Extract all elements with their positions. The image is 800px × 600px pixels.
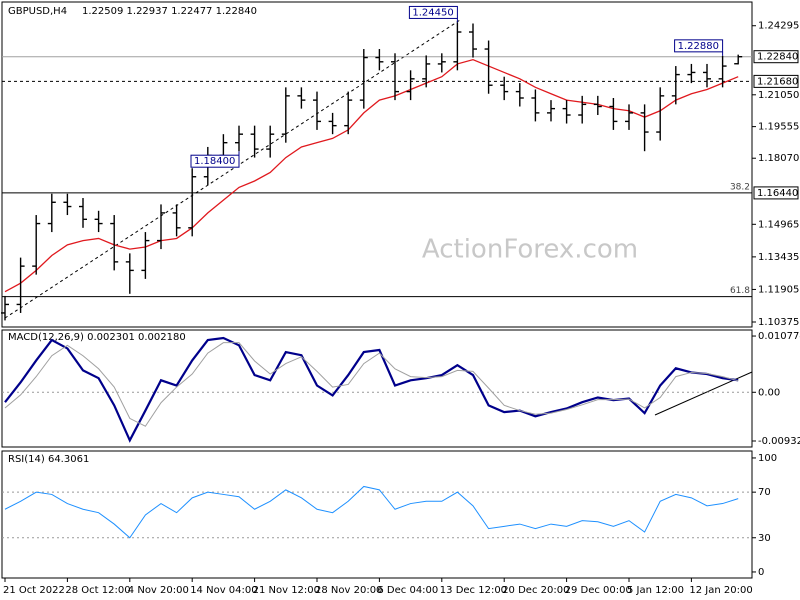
x-tick-label: 21 Oct 2022: [3, 585, 65, 596]
rsi-pane: [1, 450, 753, 579]
annotation-label: 1.24450: [412, 7, 453, 18]
fib-label: 38.2: [730, 182, 750, 192]
fib-label: 61.8: [730, 286, 750, 296]
annotation-box: [190, 154, 240, 168]
x-tick-label: 4 Nov 20:00: [128, 585, 189, 596]
y-tick-label: 1.19555: [758, 122, 799, 133]
moving-average: [4, 58, 739, 293]
quote: 1.22509 1.22937 1.22477 1.22840: [82, 6, 257, 17]
y-tick-label: 0.010774: [758, 331, 800, 342]
price-label: 1.16440: [757, 188, 798, 199]
annotation-box: [408, 5, 458, 19]
x-tick-label: 28 Oct 12:00: [65, 585, 130, 596]
annotation-box: [674, 39, 724, 53]
rsi-title: RSI(14) 64.3061: [8, 454, 89, 465]
y-tick-label: 0: [758, 567, 764, 578]
y-tick-label: 1.13435: [758, 252, 799, 263]
macd-title: MACD(12,26,9) 0.002301 0.002180: [8, 332, 186, 343]
macd-pane: [1, 329, 753, 448]
annotation-label: 1.18400: [194, 156, 235, 167]
x-tick-label: 6 Dec 04:00: [377, 585, 438, 596]
y-tick-label: 0.00: [758, 387, 780, 398]
x-tick-label: 28 Nov 20:00: [315, 585, 382, 596]
x-tick-label: 12 Jan 20:00: [689, 585, 752, 596]
y-tick-label: 30: [758, 533, 771, 544]
price-label-box: [753, 186, 799, 200]
x-tick-label: 5 Jan 12:00: [627, 585, 684, 596]
annotation-label: 1.22880: [678, 41, 719, 52]
x-tick-label: 21 Nov 12:00: [253, 585, 320, 596]
main-pane: [1, 1, 753, 328]
trend-line: [4, 19, 461, 319]
x-tick-label: 29 Dec 00:00: [565, 585, 632, 596]
price-label: 1.22840: [757, 52, 798, 63]
price-label-box: [753, 74, 799, 88]
y-tick-label: 100: [758, 453, 777, 464]
y-tick-label: 1.10375: [758, 317, 799, 328]
x-tick-label: 14 Nov 04:00: [190, 585, 257, 596]
y-tick-label: 1.11905: [758, 284, 799, 295]
indicator-line: [4, 342, 739, 427]
y-tick-label: -0.009328: [758, 436, 800, 447]
x-tick-label: 20 Dec 20:00: [502, 585, 569, 596]
price-label-box: [753, 50, 799, 64]
price-label: 1.21680: [757, 76, 798, 87]
y-tick-label: 70: [758, 487, 771, 498]
indicator-line: [4, 485, 739, 539]
symbol: GBPUSD,H4: [8, 6, 67, 17]
watermark: ActionForex.com: [422, 235, 638, 265]
x-tick-label: 13 Dec 12:00: [440, 585, 507, 596]
y-tick-label: 1.14965: [758, 219, 799, 230]
y-tick-label: 1.21050: [758, 90, 799, 101]
y-tick-label: 1.18070: [758, 153, 799, 164]
y-tick-label: 1.24295: [758, 21, 799, 32]
